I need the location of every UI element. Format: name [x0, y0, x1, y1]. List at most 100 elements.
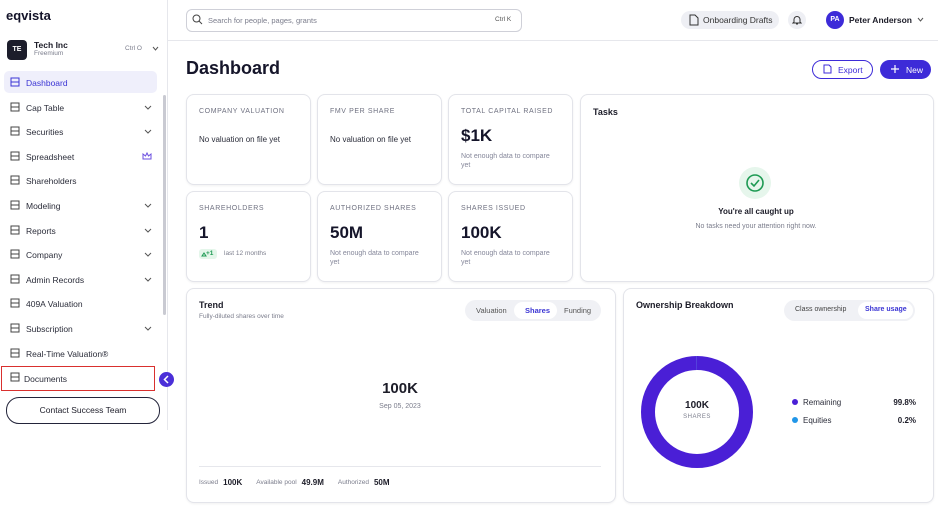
metric-label: SHAREHOLDERS	[199, 205, 265, 212]
nav-item[interactable]: Dashboard	[4, 71, 157, 93]
footer-label: Issued	[199, 479, 219, 486]
legend-dot	[792, 399, 798, 405]
nav-item[interactable]: Subscription	[4, 317, 157, 339]
nav-icon	[10, 298, 20, 308]
ownership-tab[interactable]: Class ownership	[795, 306, 847, 313]
legend-dot-shape	[792, 399, 798, 405]
nav-item[interactable]: Documents	[1, 366, 155, 392]
nav-icon	[10, 274, 20, 284]
trend-divider	[199, 466, 601, 467]
collapse-button[interactable]	[158, 371, 175, 388]
nav-item[interactable]: 409A Valuation	[4, 292, 157, 314]
chevron	[144, 105, 152, 110]
footer-value: 50M	[373, 478, 390, 487]
metric-label: SHARES ISSUED	[461, 205, 526, 212]
nav-icon-shape	[10, 175, 20, 185]
nav-icon	[10, 372, 20, 382]
nav-label: 409A Valuation	[26, 299, 83, 310]
user-avatar[interactable]: PA	[826, 11, 844, 29]
chevron	[144, 203, 152, 208]
legend-name: Equities	[803, 416, 832, 425]
metric-card	[317, 94, 442, 185]
bell-button[interactable]	[788, 11, 806, 29]
active-tab	[514, 302, 557, 319]
ownership-card	[623, 288, 934, 503]
org-name[interactable]: Tech Inc	[34, 40, 68, 50]
trend-value: 100K	[382, 380, 418, 397]
chevron-shape	[144, 252, 152, 257]
donut-label: SHARES	[683, 414, 711, 420]
export-label: Export	[838, 65, 863, 75]
nav-item[interactable]: Cap Table	[4, 96, 157, 118]
tasks-status: You're all caught up	[718, 207, 794, 216]
nav-icon	[10, 151, 20, 161]
nav-item[interactable]: Real-Time Valuation®	[4, 342, 157, 364]
check-icon	[739, 167, 771, 199]
chevron-shape	[144, 277, 152, 282]
nav-label: Documents	[24, 374, 67, 385]
nav-icon-shape	[10, 77, 20, 87]
nav-icon	[10, 225, 20, 235]
chevron	[144, 252, 152, 257]
trend-date: Sep 05, 2023	[379, 403, 421, 410]
nav-label: Shareholders	[26, 176, 77, 187]
metric-card	[448, 191, 573, 282]
nav-icon-shape	[10, 323, 20, 333]
nav-label: Modeling	[26, 201, 61, 211]
nav-item[interactable]: Reports	[4, 219, 157, 241]
legend-value: 99.8%	[893, 398, 916, 407]
chevron	[152, 46, 159, 51]
chevron-shape	[144, 203, 152, 208]
donut-segment	[641, 356, 753, 468]
legend-dot-shape	[792, 417, 798, 423]
footer-label: Available pool	[256, 479, 297, 486]
tasks-message: No tasks need your attention right now.	[695, 223, 817, 230]
new-button[interactable]	[880, 60, 931, 79]
change-badge	[199, 249, 217, 259]
export-button[interactable]	[812, 60, 873, 79]
nav-item[interactable]: Modeling	[4, 194, 157, 216]
trend-tab[interactable]: Valuation	[476, 306, 507, 315]
premium-icon	[142, 151, 152, 160]
up-arrow-shape	[201, 252, 207, 257]
legend-name: Remaining	[803, 398, 842, 407]
nav-item[interactable]: Admin Records	[4, 268, 157, 290]
nav-label: Real-Time Valuation®	[26, 348, 109, 359]
nav-icon	[10, 323, 20, 333]
metric-period: last 12 months	[224, 250, 267, 257]
nav-icon	[10, 77, 20, 87]
nav-item[interactable]: Securities	[4, 120, 157, 142]
nav-item[interactable]: Spreadsheet	[4, 145, 157, 167]
scrollbar	[163, 95, 166, 315]
nav-icon-shape	[10, 225, 20, 235]
footer-value: 49.9M	[301, 478, 324, 487]
search-placeholder: Search for people, pages, grants	[208, 16, 317, 25]
trend-tab[interactable]: Funding	[564, 306, 592, 315]
nav-item[interactable]: Shareholders	[4, 169, 157, 191]
export-icon	[823, 64, 832, 74]
nav-icon	[10, 126, 20, 136]
metric-card	[317, 191, 442, 282]
user-name[interactable]: Peter Anderson	[849, 15, 912, 25]
footer-label: Authorized	[337, 479, 369, 486]
org-avatar: TE	[7, 40, 27, 60]
bell-icon	[792, 16, 802, 25]
premium-icon-shape	[142, 151, 152, 160]
nav-label: Reports	[26, 225, 56, 236]
nav-icon	[10, 348, 20, 358]
footer-value: 100K	[223, 478, 243, 487]
metric-label: FMV PER SHARE	[330, 108, 395, 115]
topbar-divider	[167, 40, 938, 41]
trend-card	[186, 288, 616, 503]
search-box[interactable]	[186, 9, 522, 32]
nav-icon	[10, 175, 20, 185]
ownership-tab[interactable]: Share usage	[865, 306, 907, 313]
chevron	[144, 326, 152, 331]
drafts-button[interactable]	[681, 11, 779, 29]
nav-item[interactable]: Company	[4, 243, 157, 265]
nav-label: Securities	[26, 127, 64, 138]
trend-tab[interactable]: Shares	[525, 306, 551, 315]
contact-button[interactable]: Contact Success Team	[6, 397, 160, 424]
metric-value: 100K	[461, 223, 502, 242]
metric-card	[448, 94, 573, 185]
